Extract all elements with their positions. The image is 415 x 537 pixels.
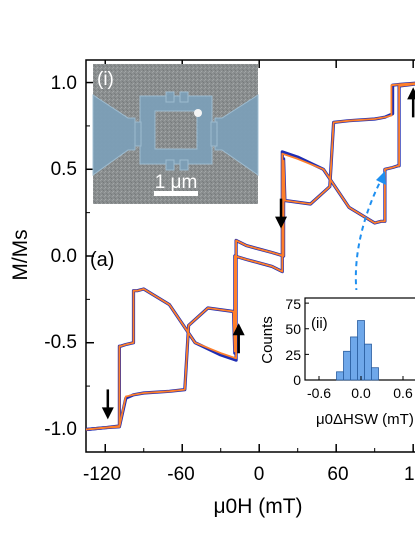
scale-bar-label: 1 μm [155,172,198,193]
inset-sem-image [92,64,259,204]
histogram-bar [343,350,351,381]
x-tick-label: 0 [254,464,265,485]
hist-y-axis-title: Counts [259,316,276,364]
histogram-inset-background [255,290,415,436]
histogram-bar [364,343,372,381]
connector-arrow [354,171,386,303]
x-tick-label: -120 [83,464,121,485]
hist-y-tick-label: 75 [285,296,301,312]
field-arrow-head [275,216,288,229]
hist-x-tick-label: 0.6 [393,385,413,401]
hist-y-tick-label: 50 [285,321,301,337]
inset-image-label: (i) [97,69,114,90]
histogram-bar [336,371,344,381]
hysteresis-curves [86,81,415,432]
x-tick-label: -60 [167,464,194,485]
y-tick-label: 0.5 [51,159,77,180]
hist-y-tick-label: 0 [293,372,301,388]
field-arrow-head [232,323,245,336]
hysteresis-line-orange [86,83,415,431]
histogram-bar [350,336,358,381]
hist-x-tick-label: -0.6 [307,385,331,401]
hist-x-axis-title: μ0ΔHSW (mT) [316,411,414,428]
histogram-bar [357,320,365,381]
x-tick-label: 60 [327,464,348,485]
y-tick-label: -0.5 [44,332,77,353]
hysteresis-line-orange [86,82,415,431]
histogram-bar [371,367,379,381]
x-tick-label: 12 [404,464,415,485]
y-axis-title: M/Ms [9,229,32,280]
hist-y-tick-label: 25 [285,347,301,363]
field-arrows [101,87,415,420]
y-tick-label: 0.0 [51,246,77,267]
hist-panel-label: (ii) [311,315,328,332]
hist-x-tick-label: 0.0 [351,385,371,401]
panel-label: (a) [90,249,114,271]
histogram-ticks [305,302,404,381]
field-arrow-head [101,407,114,420]
histogram-bars [336,320,379,381]
field-arrow-head [407,87,415,100]
x-axis-title: μ0H (mT) [213,495,302,518]
y-tick-label: 1.0 [51,73,77,94]
y-tick-label: -1.0 [44,419,77,440]
